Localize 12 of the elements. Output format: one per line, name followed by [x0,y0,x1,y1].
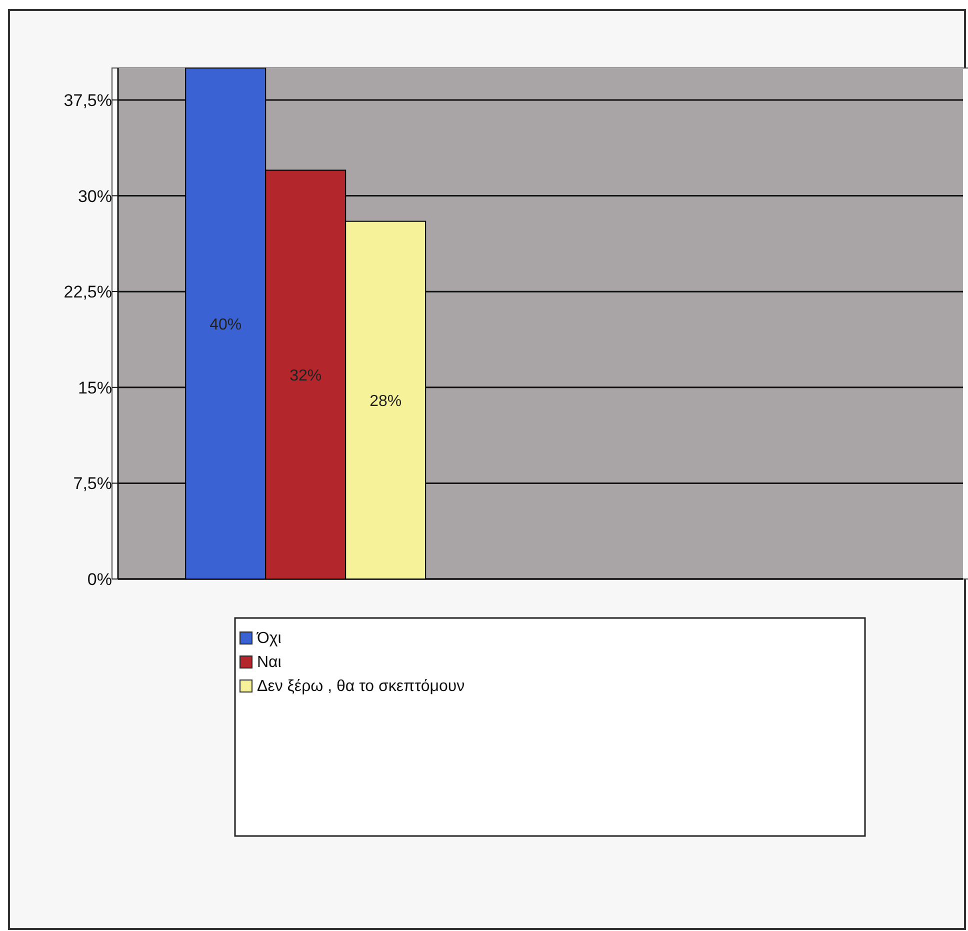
y-tick-label: 30% [78,186,112,206]
data-label: 40% [210,316,242,334]
data-label: 28% [370,393,402,410]
legend-label: Δεν ξέρω , θα το σκεπτόμουν [257,678,465,695]
legend-label: Ναι [257,654,282,671]
y-tick-label: 0% [87,570,112,589]
data-label: 32% [290,368,322,385]
legend-label: Όχι [256,630,282,647]
y-tick-label: 37,5% [64,90,112,110]
y-tick-label: 22,5% [64,282,112,302]
y-tick-label: 15% [78,378,112,398]
y-tick-label: 7,5% [73,474,112,494]
